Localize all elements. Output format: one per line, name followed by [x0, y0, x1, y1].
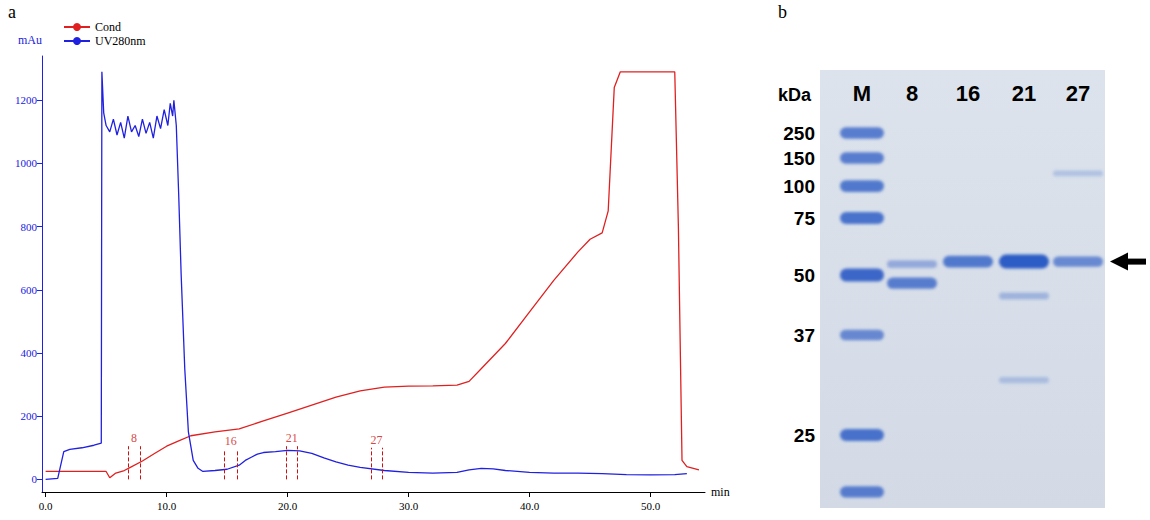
html-text:a: a — [8, 2, 16, 22]
svg-text:37: 37 — [794, 325, 815, 346]
svg-text:16: 16 — [225, 434, 237, 448]
svg-text:8: 8 — [906, 81, 918, 106]
svg-text:1000: 1000 — [15, 157, 38, 169]
svg-text:21: 21 — [1012, 81, 1036, 106]
svg-text:Cond: Cond — [95, 20, 121, 34]
svg-text:min: min — [711, 485, 730, 499]
svg-text:30.0: 30.0 — [399, 500, 419, 512]
svg-text:400: 400 — [21, 347, 38, 359]
svg-text:75: 75 — [794, 208, 816, 229]
svg-text:UV280nm: UV280nm — [95, 34, 146, 48]
svg-text:250: 250 — [783, 123, 815, 144]
svg-text:1200: 1200 — [15, 94, 38, 106]
svg-text:b: b — [778, 2, 787, 22]
svg-text:mAu: mAu — [18, 33, 42, 47]
svg-text:25: 25 — [794, 425, 816, 446]
svg-text:M: M — [853, 81, 871, 106]
svg-text:200: 200 — [21, 410, 38, 422]
svg-text:800: 800 — [21, 221, 38, 233]
svg-text:0.0: 0.0 — [39, 500, 53, 512]
svg-text:10.0: 10.0 — [157, 500, 177, 512]
svg-text:27: 27 — [371, 433, 383, 447]
svg-text:21: 21 — [286, 431, 298, 445]
svg-text:50: 50 — [794, 265, 815, 286]
svg-text:600: 600 — [21, 284, 38, 296]
svg-text:kDa: kDa — [778, 85, 812, 105]
svg-text:8: 8 — [131, 431, 137, 445]
svg-text:16: 16 — [956, 81, 980, 106]
svg-text:40.0: 40.0 — [520, 500, 540, 512]
svg-text:50.0: 50.0 — [641, 500, 661, 512]
svg-text:100: 100 — [783, 176, 815, 197]
svg-text:27: 27 — [1066, 81, 1090, 106]
svg-text:0: 0 — [32, 473, 38, 485]
svg-text:20.0: 20.0 — [278, 500, 298, 512]
svg-text:150: 150 — [783, 148, 815, 169]
